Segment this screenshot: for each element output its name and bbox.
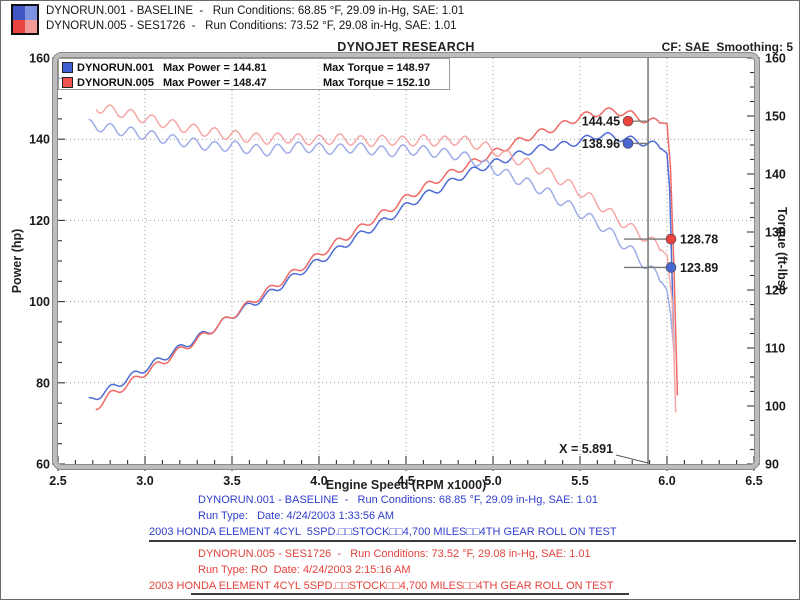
rpm-tick-label: 4.0	[310, 474, 327, 488]
run1-info-line-1: DYNORUN.001 - BASELINE - Run Conditions:…	[198, 494, 598, 506]
rpm-tick-label: 6.0	[658, 474, 675, 488]
legend-run1-max-torque: Max Torque = 148.97	[323, 61, 431, 74]
run1-legend-swatch	[62, 62, 73, 73]
curve-dynorun-001-torque	[88, 118, 675, 352]
cursor-reading-label: 123.89	[680, 261, 718, 275]
plot-area: 144.45 138.96 128.78 123.89 X = 5.891 60 80 100…	[29, 52, 786, 488]
torque-tick-label: 130	[765, 226, 786, 240]
torque-tick-label: 150	[765, 110, 786, 124]
cursor-readings: 144.45 138.96 128.78 123.89	[582, 115, 719, 275]
rpm-tick-label: 5.0	[484, 474, 501, 488]
run2-power-color-swatch	[13, 19, 25, 33]
power-tick-label: 100	[29, 295, 50, 309]
power-tick-label: 160	[29, 52, 50, 66]
legend-row-run2: DYNORUN.005 Max Power = 148.47 Max Torqu…	[62, 75, 449, 90]
rpm-tick-label: 4.5	[397, 474, 414, 488]
power-tick-label: 120	[29, 214, 50, 228]
run2-header-line: DYNORUN.005 - SES1726 - Run Conditions: …	[46, 20, 457, 32]
cf-smoothing-label: CF: SAE Smoothing: 5	[661, 40, 793, 54]
legend-run2-max-torque: Max Torque = 152.10	[323, 76, 431, 89]
plot-frame	[52, 52, 760, 470]
rpm-tick-label: 3.5	[223, 474, 240, 488]
rpm-tick-label: 2.5	[49, 474, 66, 488]
legend-row-run1: DYNORUN.001 Max Power = 144.81 Max Torqu…	[62, 60, 449, 75]
axis-tick-labels: 60 80 100 120 140 160 90 100 110 120 130 140 150 160 2…	[29, 52, 786, 488]
cursor-dot-power-dynorun.001	[622, 138, 634, 149]
footer-separator-1	[149, 540, 796, 542]
cursor-reading-label: 138.96	[582, 137, 620, 151]
run1-torque-color-swatch	[25, 6, 37, 20]
torque-tick-label: 110	[765, 342, 785, 356]
tick-marks	[52, 57, 760, 471]
run2-legend-swatch	[62, 77, 73, 88]
run1-header-line: DYNORUN.001 - BASELINE - Run Conditions:…	[46, 5, 465, 17]
chart-legend: DYNORUN.001 Max Power = 144.81 Max Torqu…	[58, 58, 450, 90]
cursor-dot-power-dynorun.005	[622, 115, 634, 127]
cursor-reading-label: 128.78	[680, 233, 718, 247]
cursor-dot-torque-dynorun.005	[665, 233, 677, 245]
run2-info-line-3: 2003 HONDA ELEMENT 4CYL 5SPD.□□STOCK□□4,…	[149, 580, 614, 592]
legend-run2-max-power: Max Power = 148.47	[163, 76, 267, 89]
rpm-tick-label: 5.5	[571, 474, 588, 488]
torque-tick-label: 160	[765, 52, 786, 66]
legend-run2-name: DYNORUN.005	[77, 76, 155, 89]
legend-run1-name: DYNORUN.001	[77, 61, 155, 74]
cursor-x-label: X = 5.891	[559, 442, 613, 456]
torque-tick-label: 140	[765, 168, 786, 182]
torque-tick-label: 100	[765, 400, 786, 414]
power-tick-label: 80	[36, 376, 50, 390]
curve-dynorun-001-power	[88, 132, 675, 401]
curve-dynorun-005-power	[95, 107, 679, 411]
run1-info-line-3: 2003 HONDA ELEMENT 4CYL 5SPD.□□STOCK□□4,…	[149, 526, 617, 538]
run2-torque-color-swatch	[25, 19, 37, 33]
power-tick-label: 140	[29, 133, 50, 147]
run2-info-line-2: Run Type: RO Date: 4/24/2003 2:15:16 AM	[198, 564, 411, 576]
run-colors-legend-icon	[11, 4, 39, 35]
power-tick-label: 60	[36, 458, 50, 472]
cursor-dot-torque-dynorun.001	[665, 262, 677, 273]
rpm-tick-label: 3.0	[136, 474, 153, 488]
cursor-reading-label: 144.45	[582, 115, 620, 129]
rpm-tick-label: 6.5	[745, 474, 762, 488]
run2-info-line-1: DYNORUN.005 - SES1726 - Run Conditions: …	[198, 548, 591, 560]
torque-tick-label: 90	[765, 458, 779, 472]
dyno-curves	[88, 104, 679, 413]
run1-power-color-swatch	[13, 6, 25, 20]
legend-run1-max-power: Max Power = 144.81	[163, 61, 267, 74]
footer-separator-2	[191, 593, 629, 595]
curve-dynorun-005-torque	[95, 104, 677, 413]
torque-tick-label: 120	[765, 284, 786, 298]
run1-info-line-2: Run Type: Date: 4/24/2003 1:33:56 AM	[198, 510, 395, 522]
x-axis-title: Engine Speed (RPM x1000)	[325, 478, 487, 492]
chart-title: DYNOJET RESEARCH	[337, 40, 475, 54]
